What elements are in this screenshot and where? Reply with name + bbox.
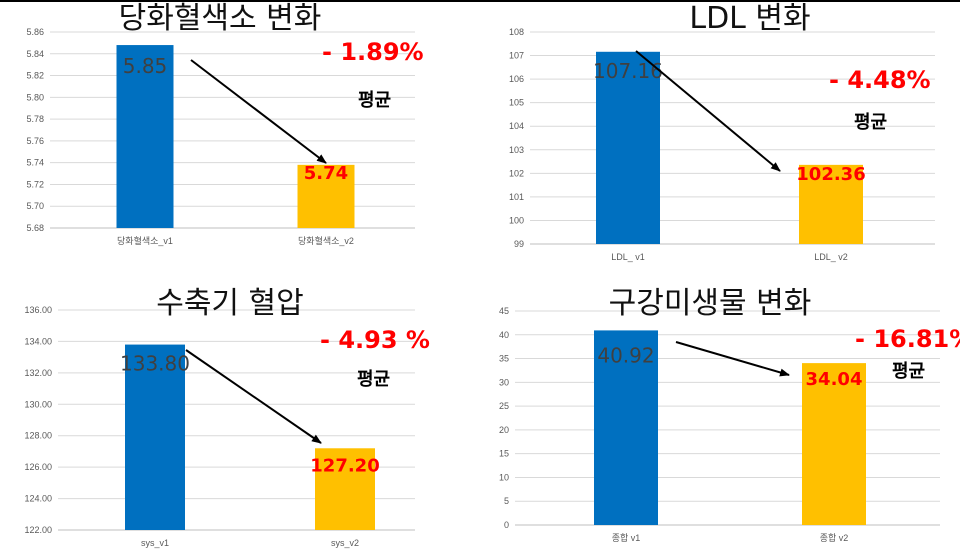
y-tick-label: 20 (499, 425, 509, 435)
x-category-label: LDL_ v1 (611, 252, 645, 262)
y-tick-label: 99 (514, 239, 524, 249)
x-category-label: 당화혈색소_v1 (117, 235, 173, 246)
average-label: 평균 (854, 112, 888, 133)
y-tick-label: 0 (504, 520, 509, 530)
y-tick-label: 122.00 (24, 525, 52, 535)
bar-1 (594, 330, 658, 525)
y-tick-label: 5.86 (26, 27, 44, 37)
data-label-2: 102.36 (796, 164, 865, 185)
decrease-arrow (185, 349, 322, 444)
y-tick-label: 126.00 (24, 462, 52, 472)
y-tick-label: 5.70 (26, 201, 44, 211)
y-tick-label: 128.00 (24, 431, 52, 441)
bar-1 (116, 45, 174, 228)
y-tick-label: 5.68 (26, 223, 44, 233)
y-tick-label: 45 (499, 306, 509, 316)
y-tick-label: 130.00 (24, 399, 52, 409)
x-category-label: LDL_ v2 (814, 252, 848, 262)
change-percent-label: - 1.89% (322, 38, 424, 66)
bar-2 (297, 164, 355, 228)
x-category-label: 당화혈색소_v2 (298, 235, 354, 246)
bar-1 (596, 51, 660, 244)
average-label: 평균 (892, 361, 926, 382)
y-tick-label: 5.84 (26, 49, 44, 59)
y-tick-label: 102 (509, 168, 524, 178)
chart-title: 구강미생물 변화 (608, 286, 812, 321)
data-label-1: 40.92 (597, 343, 654, 367)
x-category-label: sys_v1 (141, 538, 169, 548)
x-category-label: 종합 v1 (612, 533, 641, 543)
data-label-2: 34.04 (806, 369, 863, 390)
average-label: 평균 (358, 90, 392, 111)
data-label-1: 107.16 (593, 59, 663, 83)
y-tick-label: 5 (504, 496, 509, 506)
y-tick-label: 25 (499, 401, 509, 411)
y-tick-label: 132.00 (24, 368, 52, 378)
y-tick-label: 5.72 (26, 179, 44, 189)
y-tick-label: 15 (499, 449, 509, 459)
x-category-label: sys_v2 (331, 538, 359, 548)
y-tick-label: 103 (509, 145, 524, 155)
change-percent-label: - 4.93 % (320, 326, 430, 354)
y-tick-label: 104 (509, 121, 524, 131)
change-percent-label: - 16.81% (855, 325, 960, 353)
y-tick-label: 134.00 (24, 336, 52, 346)
change-percent-label: - 4.48% (829, 66, 931, 94)
chart-hba1c: 5.68 5.70 5.72 5.74 5.76 5.78 5.80 5.82 5.84 5.86… (0, 0, 480, 275)
y-tick-label: 5.78 (26, 114, 44, 124)
data-label-2: 5.74 (304, 163, 348, 184)
x-category-label: 종합 v2 (820, 533, 849, 543)
y-tick-label: 105 (509, 98, 524, 108)
bar-2 (315, 448, 375, 530)
y-tick-label: 35 (499, 354, 509, 364)
y-tick-label: 100 (509, 215, 524, 225)
y-tick-label: 5.80 (26, 92, 44, 102)
y-tick-label: 5.74 (26, 158, 44, 168)
average-label: 평균 (357, 369, 391, 390)
chart-hba1c-svg: 5.68 5.70 5.72 5.74 5.76 5.78 5.80 5.82 5.84 5.86… (26, 27, 415, 246)
y-tick-label: 108 (509, 27, 524, 37)
chart-ldl: 99 100 101 102 103 104 105 106 107 108 LDL_ v1 107.… (480, 0, 960, 275)
chart-ldl-svg: 99 100 101 102 103 104 105 106 107 108 LDL_ v1 107.… (509, 27, 935, 262)
y-tick-label: 124.00 (24, 494, 52, 504)
chart-oral-microbe: 0 5 10 15 20 25 30 35 40 45 종합 v1 40.92 종합 v2 34.04 구… (480, 275, 960, 550)
y-tick-label: 10 (499, 472, 509, 482)
y-tick-label: 30 (499, 377, 509, 387)
y-tick-label: 40 (499, 330, 509, 340)
y-tick-label: 136.00 (24, 305, 52, 315)
data-label-1: 5.85 (123, 54, 168, 78)
bar-1 (125, 344, 185, 530)
top-border (0, 0, 960, 2)
y-tick-label: 5.76 (26, 136, 44, 146)
y-tick-label: 107 (509, 51, 524, 61)
chart-systolic-svg: 122.00 124.00 126.00 128.00 130.00 132.00 134.… (24, 305, 415, 548)
y-tick-label: 101 (509, 192, 524, 202)
data-label-2: 127.20 (310, 455, 379, 476)
chart-title: LDL 변화 (689, 1, 811, 36)
bar-2 (802, 363, 866, 525)
decrease-arrow (190, 59, 327, 164)
bar-2 (799, 164, 863, 244)
chart-systolic: 122.00 124.00 126.00 128.00 130.00 132.00 134.… (0, 275, 480, 550)
decrease-arrow (675, 341, 790, 377)
chart-title: 수축기 혈압 (156, 286, 304, 321)
y-tick-label: 5.82 (26, 71, 44, 81)
chart-oral-microbe-svg: 0 5 10 15 20 25 30 35 40 45 종합 v1 40.92 종합 v2 34.04 (499, 306, 940, 543)
chart-title: 당화혈색소 변화 (118, 1, 322, 36)
data-label-1: 133.80 (120, 352, 190, 376)
decrease-arrow (635, 50, 781, 172)
y-tick-label: 106 (509, 74, 524, 84)
